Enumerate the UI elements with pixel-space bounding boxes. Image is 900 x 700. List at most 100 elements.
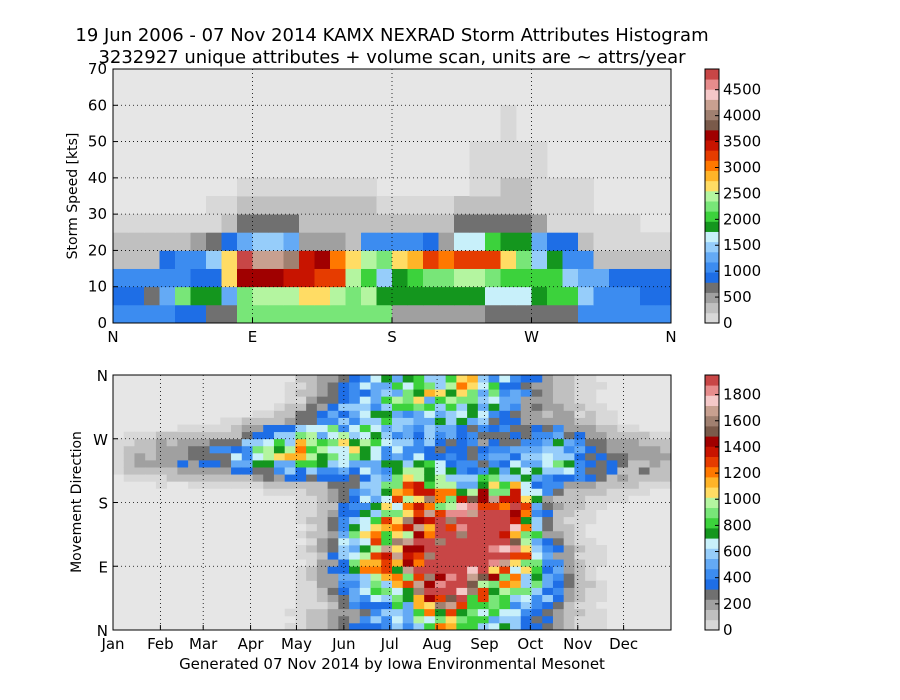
heatmap-cell [477,559,489,567]
heatmap-cell [488,481,500,489]
heatmap-cell [177,474,189,482]
heatmap-cell [392,250,408,269]
heatmap-cell [284,417,296,425]
heatmap-cell [456,622,468,631]
heatmap-cell [456,608,468,617]
heatmap-cell [510,587,522,595]
heatmap-cell [520,559,532,567]
colorbar-band [705,109,719,121]
heatmap-cell [159,286,176,306]
heatmap-cell [209,460,221,468]
heatmap-cell [520,410,532,418]
heatmap-cell [338,467,350,475]
heatmap-cell [263,417,275,425]
heatmap-cell [531,516,543,525]
heatmap-cell [327,545,339,553]
heatmap-cell [413,481,425,489]
heatmap-cell [316,601,329,610]
heatmap-cell [649,431,661,440]
heatmap-cell [424,431,436,440]
heatmap-cell [574,573,586,581]
heatmap-cell [128,304,145,324]
heatmap-cell [617,424,629,433]
heatmap-cell [467,438,479,447]
heatmap-cell [499,509,511,518]
heatmap-cell [424,523,436,532]
colorbar-band [705,466,719,478]
heatmap-cell [359,545,371,553]
heatmap-cell [330,250,346,269]
heatmap-cell [467,622,479,631]
heatmap-cell [542,424,554,433]
heatmap-cell [547,268,563,288]
heatmap-cell [273,410,286,418]
heatmap-cell [359,559,371,567]
heatmap-cell [531,573,543,581]
heatmap-cell [649,467,661,475]
heatmap-cell [467,431,479,440]
heatmap-cell [499,502,511,510]
heatmap-cell [585,601,597,610]
x-tick-label: Sep [470,635,498,653]
heatmap-cell [263,460,275,468]
heatmap-cell [617,481,629,489]
heatmap-cell [628,481,640,489]
heatmap-cell [563,403,575,411]
heatmap-cell [477,552,489,560]
heatmap-cell [361,286,377,306]
heatmap-cell [585,615,597,624]
heatmap-cell [413,622,425,631]
heatmap-cell [500,250,517,269]
heatmap-cell [510,389,522,397]
heatmap-cell [134,438,146,447]
heatmap-cell [392,559,404,567]
heatmap-cell [206,196,222,215]
heatmap-cell [585,481,597,489]
heatmap-cell [574,523,586,532]
heatmap-cell [445,375,457,383]
heatmap-cell [349,580,361,588]
heatmap-cell [488,566,500,574]
heatmap-cell [434,552,447,560]
colorbar-band [705,548,719,559]
heatmap-cell [593,268,610,288]
y-tick-label: 50 [88,133,107,151]
heatmap-cell [175,268,191,288]
heatmap-cell [424,403,436,411]
heatmap-cell [381,545,393,553]
y-tick-label: E [99,558,108,576]
heatmap-cell [574,495,586,503]
y-tick-label: 20 [88,241,107,259]
heatmap-cell [392,622,404,631]
heatmap-cell [330,304,346,324]
heatmap-cell [376,232,393,251]
heatmap-cell [585,622,597,631]
heatmap-cell [220,431,232,440]
heatmap-cell [467,502,479,510]
heatmap-cell [649,445,661,454]
heatmap-cell [456,438,468,447]
heatmap-cell [434,452,447,461]
heatmap-cell [155,445,168,454]
heatmap-cell [407,232,424,251]
heatmap-cell [113,460,125,468]
heatmap-cell [606,488,618,496]
heatmap-cell [198,481,210,489]
heatmap-cell [434,601,447,610]
x-tick-label: Nov [563,635,592,653]
heatmap-cell [241,452,253,461]
heatmap-cell [562,304,579,324]
heatmap-cell [638,460,650,468]
heatmap-cell [456,580,468,588]
heatmap-cell [252,467,264,475]
heatmap-cell [563,566,575,574]
heatmap-cell [306,375,318,383]
heatmap-cell [241,431,253,440]
heatmap-cell [485,141,501,161]
heatmap-cell [454,232,470,251]
heatmap-cell [392,509,404,518]
heatmap-cell [477,573,489,581]
heatmap-cell [477,601,489,610]
heatmap-cell [520,622,532,631]
heatmap-cell [361,250,377,269]
